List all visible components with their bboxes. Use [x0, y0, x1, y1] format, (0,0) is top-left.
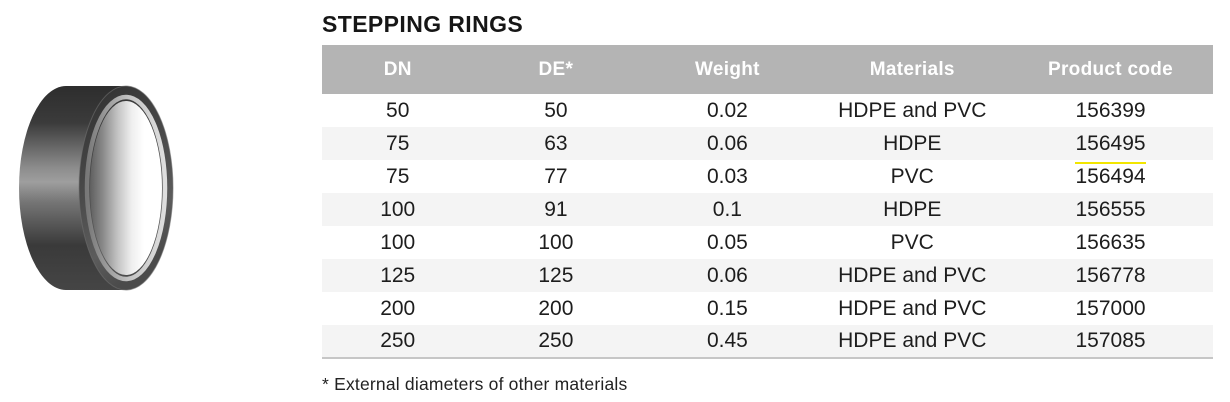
cell-materials: HDPE: [883, 197, 942, 221]
cell-de: 77: [544, 164, 568, 188]
cell-materials: HDPE: [883, 131, 942, 155]
cell-weight: 0.02: [706, 98, 748, 122]
column-header-de: DE*: [473, 45, 639, 94]
table-row: 50 50 0.02 HDPE and PVC 156399: [322, 94, 1213, 127]
table-row: 75 63 0.06 HDPE 156495: [322, 127, 1213, 160]
footnote: * External diameters of other materials: [322, 374, 628, 394]
cell-de: 125: [538, 263, 574, 287]
cell-materials: HDPE and PVC: [838, 263, 987, 287]
cell-product-code: 156495: [1075, 131, 1146, 155]
cell-dn: 125: [380, 263, 416, 287]
highlighted-product-code: 156494: [1075, 161, 1146, 189]
cell-dn: 100: [380, 230, 416, 254]
table-row: 75 77 0.03 PVC 156494: [322, 160, 1213, 193]
column-header-product-code: Product code: [1008, 45, 1213, 94]
table-row: 100 91 0.1 HDPE 156555: [322, 193, 1213, 226]
column-header-weight: Weight: [638, 45, 817, 94]
cell-de: 63: [544, 131, 568, 155]
cell-dn: 75: [386, 131, 410, 155]
table-row: 250 250 0.45 HDPE and PVC 157085: [322, 325, 1213, 358]
page-title: STEPPING RINGS: [322, 11, 524, 37]
table-header-row: DN DE* Weight Materials Product code: [322, 45, 1213, 94]
cell-de: 91: [544, 197, 568, 221]
cell-weight: 0.06: [706, 263, 748, 287]
cell-dn: 200: [380, 296, 416, 320]
product-section: STEPPING RINGS DN DE* Weight Materials Produ…: [322, 0, 1213, 395]
cell-product-code: 156635: [1075, 230, 1146, 254]
cell-weight: 0.45: [706, 329, 748, 352]
cell-product-code: 157000: [1075, 296, 1146, 320]
table-row: 200 200 0.15 HDPE and PVC 157000: [322, 292, 1213, 325]
cell-dn: 100: [380, 197, 416, 221]
cell-weight: 0.05: [706, 230, 748, 254]
cell-materials: PVC: [890, 164, 934, 188]
cell-de: 200: [538, 296, 574, 320]
stepping-ring-illustration: [19, 85, 174, 291]
cell-dn: 75: [386, 164, 410, 188]
table-row: 125 125 0.06 HDPE and PVC 156778: [322, 259, 1213, 292]
cell-dn: 250: [380, 329, 416, 352]
cell-de: 100: [538, 230, 574, 254]
cell-weight: 0.03: [706, 164, 748, 188]
table-body: 50 50 0.02 HDPE and PVC 156399 75 63 0.06 HDPE 15…: [322, 94, 1213, 358]
cell-materials: HDPE and PVC: [838, 98, 987, 122]
stepping-rings-table: DN DE* Weight Materials Product code 50 50 0.0…: [322, 45, 1213, 359]
cell-product-code: 156494: [1008, 160, 1213, 193]
cell-product-code: 157085: [1075, 329, 1146, 352]
cell-weight: 0.1: [712, 197, 742, 221]
cell-product-code: 156555: [1075, 197, 1146, 221]
column-header-materials: Materials: [816, 45, 1009, 94]
product-image: [16, 82, 174, 294]
cell-product-code: 156778: [1075, 263, 1146, 287]
table-row: 100 100 0.05 PVC 156635: [322, 226, 1213, 259]
column-header-dn: DN: [322, 45, 474, 94]
cell-weight: 0.15: [706, 296, 748, 320]
cell-materials: HDPE and PVC: [838, 329, 987, 352]
cell-de: 250: [538, 329, 574, 352]
cell-de: 50: [544, 98, 568, 122]
cell-weight: 0.06: [706, 131, 748, 155]
table-header: DN DE* Weight Materials Product code: [322, 45, 1213, 94]
cell-product-code: 156399: [1075, 98, 1146, 122]
cell-materials: PVC: [890, 230, 934, 254]
cell-materials: HDPE and PVC: [838, 296, 987, 320]
cell-dn: 50: [386, 98, 410, 122]
